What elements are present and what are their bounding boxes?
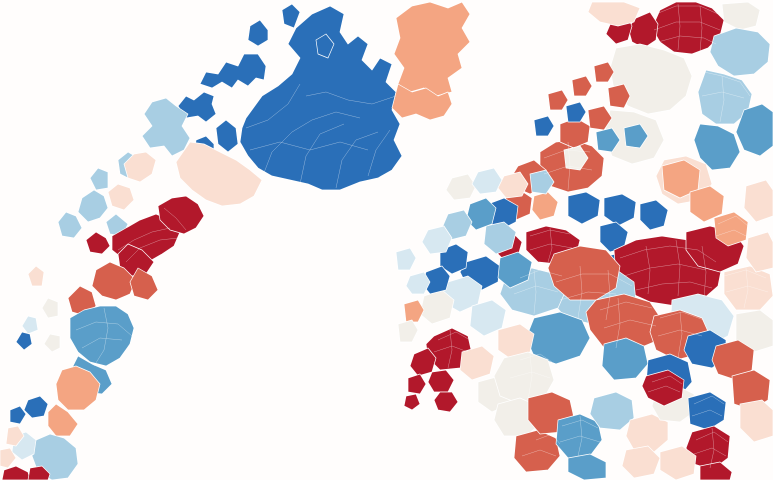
region-isl-up-i[interactable] xyxy=(623,123,649,149)
region-nordfjord[interactable] xyxy=(497,251,533,289)
municipality-borders-north xyxy=(245,83,397,189)
region-mid-pale-e[interactable] xyxy=(745,231,773,273)
region-west-red-isl-c[interactable] xyxy=(403,393,421,411)
region-far-w-a[interactable] xyxy=(405,271,431,295)
region-romsdal-b[interactable] xyxy=(567,191,601,225)
region-nw-south-pale-d[interactable] xyxy=(497,171,529,199)
region-finnmark-island-a[interactable] xyxy=(247,19,269,47)
region-group-north xyxy=(0,1,471,480)
region-isl-up-b[interactable] xyxy=(565,101,587,123)
region-finnmark-island-d[interactable] xyxy=(215,119,239,153)
region-finnmark-interior[interactable] xyxy=(239,5,403,191)
region-namdalen[interactable] xyxy=(55,365,101,411)
region-group-south xyxy=(395,1,773,480)
region-helgeland-south[interactable] xyxy=(69,305,135,367)
region-mid-salmon-c[interactable] xyxy=(713,211,749,247)
region-west-red-isl-b[interactable] xyxy=(407,373,427,395)
region-isl-up-d[interactable] xyxy=(571,75,593,97)
region-troms-island-sm[interactable] xyxy=(89,167,109,191)
region-top-cream-b[interactable] xyxy=(721,1,761,31)
region-oslo-city[interactable] xyxy=(641,369,685,407)
region-lofoten[interactable] xyxy=(85,231,111,255)
region-romsdal-d[interactable] xyxy=(639,199,669,231)
region-finnmark-island-b[interactable] xyxy=(281,3,301,29)
region-right-pale[interactable] xyxy=(739,399,773,443)
region-sw-pale-a[interactable] xyxy=(5,425,25,447)
region-salten-east[interactable] xyxy=(157,195,205,235)
region-troms-mid[interactable] xyxy=(175,141,263,207)
region-far-west-isl-d[interactable] xyxy=(15,331,33,351)
region-helgeland-north[interactable] xyxy=(91,261,137,301)
region-far-w-d[interactable] xyxy=(395,247,417,271)
region-far-west-isl-e[interactable] xyxy=(43,333,61,353)
region-top-cream[interactable] xyxy=(587,1,641,27)
region-finnmark-east[interactable] xyxy=(393,1,471,97)
region-akershus-se[interactable] xyxy=(735,309,773,353)
region-coast-pale-d[interactable] xyxy=(459,345,495,381)
region-troms-mid-west[interactable] xyxy=(123,151,157,183)
region-island-blue-sw[interactable] xyxy=(23,395,49,419)
region-stavanger[interactable] xyxy=(433,391,459,413)
region-west-red-isl[interactable] xyxy=(409,347,437,377)
region-agder-east-b[interactable] xyxy=(567,453,607,480)
region-finnmark-coast-north[interactable] xyxy=(199,53,267,89)
region-far-west-isl-c[interactable] xyxy=(21,315,39,335)
region-nw-south-pale-b[interactable] xyxy=(445,173,477,201)
region-far-west-isl-a[interactable] xyxy=(27,265,45,287)
region-troms-mid-sw[interactable] xyxy=(107,183,135,211)
region-isl-up-k[interactable] xyxy=(529,169,555,195)
region-namdalen-s[interactable] xyxy=(47,403,79,437)
region-telemark-e[interactable] xyxy=(625,413,669,453)
region-sw-pale-b[interactable] xyxy=(0,447,17,469)
region-vestfold[interactable] xyxy=(589,391,635,431)
region-top-right-lblue[interactable] xyxy=(709,27,771,77)
region-isl-up-g[interactable] xyxy=(587,105,613,131)
region-isl-up-h[interactable] xyxy=(595,127,621,153)
region-finnmark-east-lower[interactable] xyxy=(391,83,453,121)
region-ostfold-s2[interactable] xyxy=(699,461,733,480)
region-isl-up-e[interactable] xyxy=(593,61,615,83)
region-nw-south-pale-c[interactable] xyxy=(471,167,503,195)
region-se-pale[interactable] xyxy=(659,445,697,480)
region-isl-up-c[interactable] xyxy=(547,89,569,111)
region-se-pale-b[interactable] xyxy=(621,445,661,479)
region-far-w-c[interactable] xyxy=(397,319,419,343)
region-coast-pale-f[interactable] xyxy=(497,323,535,361)
region-mid-blue-central-e[interactable] xyxy=(601,337,649,381)
region-coast-red-b[interactable] xyxy=(531,191,559,221)
municipality-borders-west xyxy=(529,141,593,263)
region-isl-up-a[interactable] xyxy=(533,115,555,137)
region-mid-salmon-b[interactable] xyxy=(689,185,725,223)
region-vesteralen-s[interactable] xyxy=(57,211,83,239)
region-far-west-isl-b[interactable] xyxy=(41,297,59,319)
region-akershus-e[interactable] xyxy=(723,265,773,311)
municipality-borders-salten xyxy=(117,207,187,263)
region-isl-up-f[interactable] xyxy=(607,83,631,109)
region-helgeland-ne[interactable] xyxy=(129,267,159,301)
region-romsdal-c[interactable] xyxy=(603,193,637,227)
municipality-borders-south xyxy=(433,3,769,469)
region-finnmark-island-c[interactable] xyxy=(315,33,335,59)
region-sw-red-corner2[interactable] xyxy=(27,465,51,480)
region-troms-north[interactable] xyxy=(141,97,191,157)
region-bergen-n[interactable] xyxy=(439,243,469,275)
region-vesteralen[interactable] xyxy=(77,189,109,223)
region-top-right-mblue2[interactable] xyxy=(693,123,741,171)
region-top-right-mblue[interactable] xyxy=(735,103,773,157)
region-island-blue-sw2[interactable] xyxy=(9,405,27,425)
region-nordfjord-s[interactable] xyxy=(483,221,517,255)
region-agder-east[interactable] xyxy=(555,413,603,459)
region-mid-pale-d[interactable] xyxy=(743,179,773,223)
region-coast-pale-c[interactable] xyxy=(469,299,507,337)
region-nw-south-pale[interactable] xyxy=(421,225,453,255)
municipality-borders-helgeland xyxy=(75,307,133,367)
region-hallingdal[interactable] xyxy=(547,245,621,301)
region-far-w-b[interactable] xyxy=(403,299,425,323)
